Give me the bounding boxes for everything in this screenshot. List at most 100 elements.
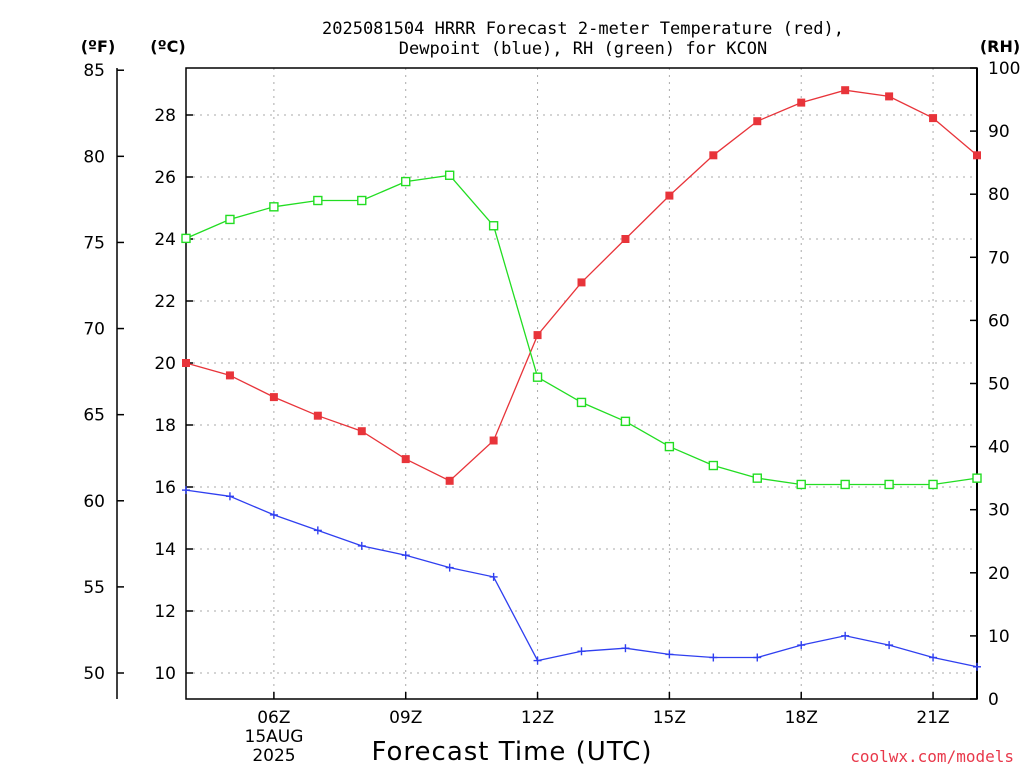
x-tick-label: 21Z xyxy=(916,708,949,728)
rh-point xyxy=(488,221,499,231)
dewpoint-point xyxy=(929,653,938,662)
dewpoint-point xyxy=(973,662,981,671)
dewpoint-point xyxy=(445,563,454,572)
x-tick-label: 06Z xyxy=(257,708,290,728)
dewpoint-point xyxy=(489,572,498,581)
rh-tick-label: 20 xyxy=(988,564,1010,584)
fahrenheit-tick-label: 75 xyxy=(83,233,105,253)
rh-unit-label: (RH) xyxy=(980,37,1020,56)
celsius-tick-label: 18 xyxy=(154,416,176,436)
x-tick-label: 18Z xyxy=(785,708,818,728)
temperature-point xyxy=(665,191,674,200)
rh-point xyxy=(532,372,543,382)
temperature-point xyxy=(577,278,586,287)
rh-point xyxy=(664,441,675,452)
fahrenheit-tick-label: 55 xyxy=(83,578,105,598)
celsius-tick-label: 20 xyxy=(154,354,176,374)
rh-point xyxy=(620,416,631,427)
rh-point xyxy=(972,473,982,483)
dewpoint-point xyxy=(401,551,410,560)
chart-title-line1: 2025081504 HRRR Forecast 2-meter Tempera… xyxy=(322,19,844,39)
fahrenheit-tick-label: 80 xyxy=(83,147,105,167)
temperature-point xyxy=(709,151,718,160)
rh-line xyxy=(185,174,978,486)
x-tick-label: 09Z xyxy=(389,708,422,728)
dewpoint-point xyxy=(225,492,234,501)
temperature-point xyxy=(533,331,542,340)
fahrenheit-tick-label: 50 xyxy=(83,664,105,684)
celsius-tick-label: 26 xyxy=(154,168,176,188)
dewpoint-point xyxy=(841,631,850,640)
temperature-point xyxy=(225,371,234,380)
rh-tick-label: 90 xyxy=(988,122,1010,142)
rh-point xyxy=(181,233,191,244)
rh-point xyxy=(313,195,323,206)
rh-point xyxy=(401,176,411,187)
celsius-tick-label: 28 xyxy=(154,106,176,126)
credit-text: coolwx.com/models xyxy=(850,747,1014,766)
fahrenheit-tick-label: 85 xyxy=(83,61,105,81)
rh-tick-label: 40 xyxy=(988,438,1010,458)
temperature-point xyxy=(357,427,366,436)
rh-point xyxy=(444,170,455,180)
temperature-point xyxy=(973,151,981,160)
temperature-point xyxy=(621,235,630,243)
temperature-point xyxy=(401,455,410,464)
rh-point xyxy=(269,202,279,212)
temperature-point xyxy=(489,436,498,445)
rh-tick-label: 0 xyxy=(988,690,999,710)
dewpoint-point xyxy=(621,644,630,653)
dewpoint-point xyxy=(797,641,806,650)
temperature-point xyxy=(313,411,322,420)
rh-point xyxy=(928,479,938,490)
date-label-year: 2025 xyxy=(252,746,295,766)
rh-tick-label: 80 xyxy=(988,185,1010,205)
temperature-point xyxy=(182,359,190,367)
dewpoint-point xyxy=(665,650,674,659)
rh-point xyxy=(576,397,587,408)
celsius-tick-label: 12 xyxy=(154,602,176,622)
date-label-day: 15AUG xyxy=(245,727,304,747)
rh-tick-label: 60 xyxy=(988,311,1010,331)
temperature-point xyxy=(841,86,850,95)
celsius-tick-label: 24 xyxy=(154,230,176,250)
axis-layer: 10 12 14 16 18 20 22 24 26 28 50 55 60 65 70 75 80 85 0 10 2… xyxy=(83,59,1020,728)
x-tick-label: 12Z xyxy=(521,708,554,728)
temperature-point xyxy=(445,476,454,485)
x-tick-label: 15Z xyxy=(653,708,686,728)
fahrenheit-tick-label: 60 xyxy=(83,492,105,512)
plot-frame xyxy=(185,67,978,700)
chart-title-line2: Dewpoint (blue), RH (green) for KCON xyxy=(399,39,767,59)
rh-point xyxy=(357,195,367,206)
celsius-tick-label: 14 xyxy=(154,540,176,560)
rh-point xyxy=(840,479,850,490)
temperature-point xyxy=(753,117,762,126)
rh-tick-label: 70 xyxy=(988,248,1010,268)
celsius-tick-label: 10 xyxy=(154,664,176,684)
celsius-tick-label: 16 xyxy=(154,478,176,498)
dewpoint-point xyxy=(533,656,542,665)
fahrenheit-tick-label: 65 xyxy=(83,406,105,426)
celsius-unit-label: (ºC) xyxy=(150,37,185,56)
dewpoint-point xyxy=(269,510,278,519)
celsius-tick-label: 22 xyxy=(154,292,176,312)
rh-point xyxy=(708,460,719,471)
temperature-point xyxy=(797,98,806,107)
fahrenheit-tick-label: 70 xyxy=(83,320,105,340)
dewpoint-point xyxy=(357,541,366,550)
rh-tick-label: 10 xyxy=(988,627,1010,647)
dewpoint-point xyxy=(313,526,322,535)
dewpoint-line xyxy=(185,489,978,668)
rh-point xyxy=(752,473,762,483)
grid-layer xyxy=(186,68,977,699)
rh-point xyxy=(225,214,235,225)
rh-point xyxy=(796,479,806,490)
rh-tick-label: 50 xyxy=(988,375,1010,395)
dewpoint-point xyxy=(753,653,762,662)
rh-point xyxy=(884,479,894,490)
temperature-point xyxy=(929,114,938,123)
temperature-point xyxy=(269,393,278,402)
dewpoint-point xyxy=(885,641,894,650)
dewpoint-point xyxy=(709,653,718,662)
